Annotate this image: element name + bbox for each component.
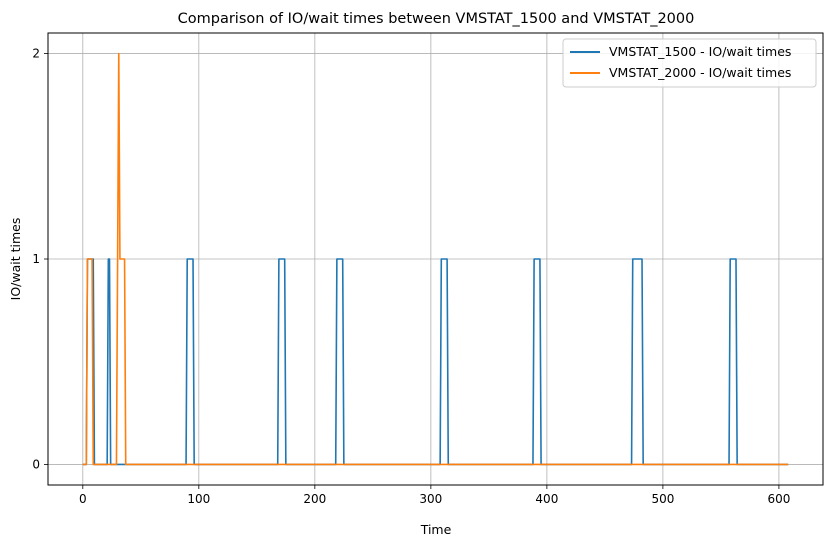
chart-title: Comparison of IO/wait times between VMST… (178, 11, 695, 27)
series-line-vmstat-2000 (82, 52, 789, 466)
plot-lines (82, 52, 789, 466)
legend: VMSTAT_1500 - IO/wait times VMSTAT_2000 … (562, 38, 817, 88)
legend-label-vmstat-1500: VMSTAT_1500 - IO/wait times (609, 44, 791, 59)
x-tick-label: 400 (535, 492, 558, 506)
grid (48, 33, 823, 485)
x-axis-label: Time (420, 522, 452, 537)
x-tick-label: 500 (651, 492, 674, 506)
y-tick-label: 0 (32, 457, 40, 471)
y-axis-label: IO/wait times (8, 218, 23, 301)
x-tick-label: 200 (303, 492, 326, 506)
x-tick-label: 100 (187, 492, 210, 506)
x-tick-label: 300 (419, 492, 442, 506)
y-axis-ticks: 0 1 2 (32, 47, 48, 471)
x-tick-label: 600 (767, 492, 790, 506)
x-axis-ticks: 0 100 200 300 400 500 600 (79, 485, 790, 506)
legend-label-vmstat-2000: VMSTAT_2000 - IO/wait times (609, 65, 791, 80)
legend-box (562, 38, 817, 88)
series-line-vmstat-1500 (82, 258, 789, 466)
y-tick-label: 1 (32, 252, 40, 266)
x-tick-label: 0 (79, 492, 87, 506)
y-tick-label: 2 (32, 47, 40, 61)
